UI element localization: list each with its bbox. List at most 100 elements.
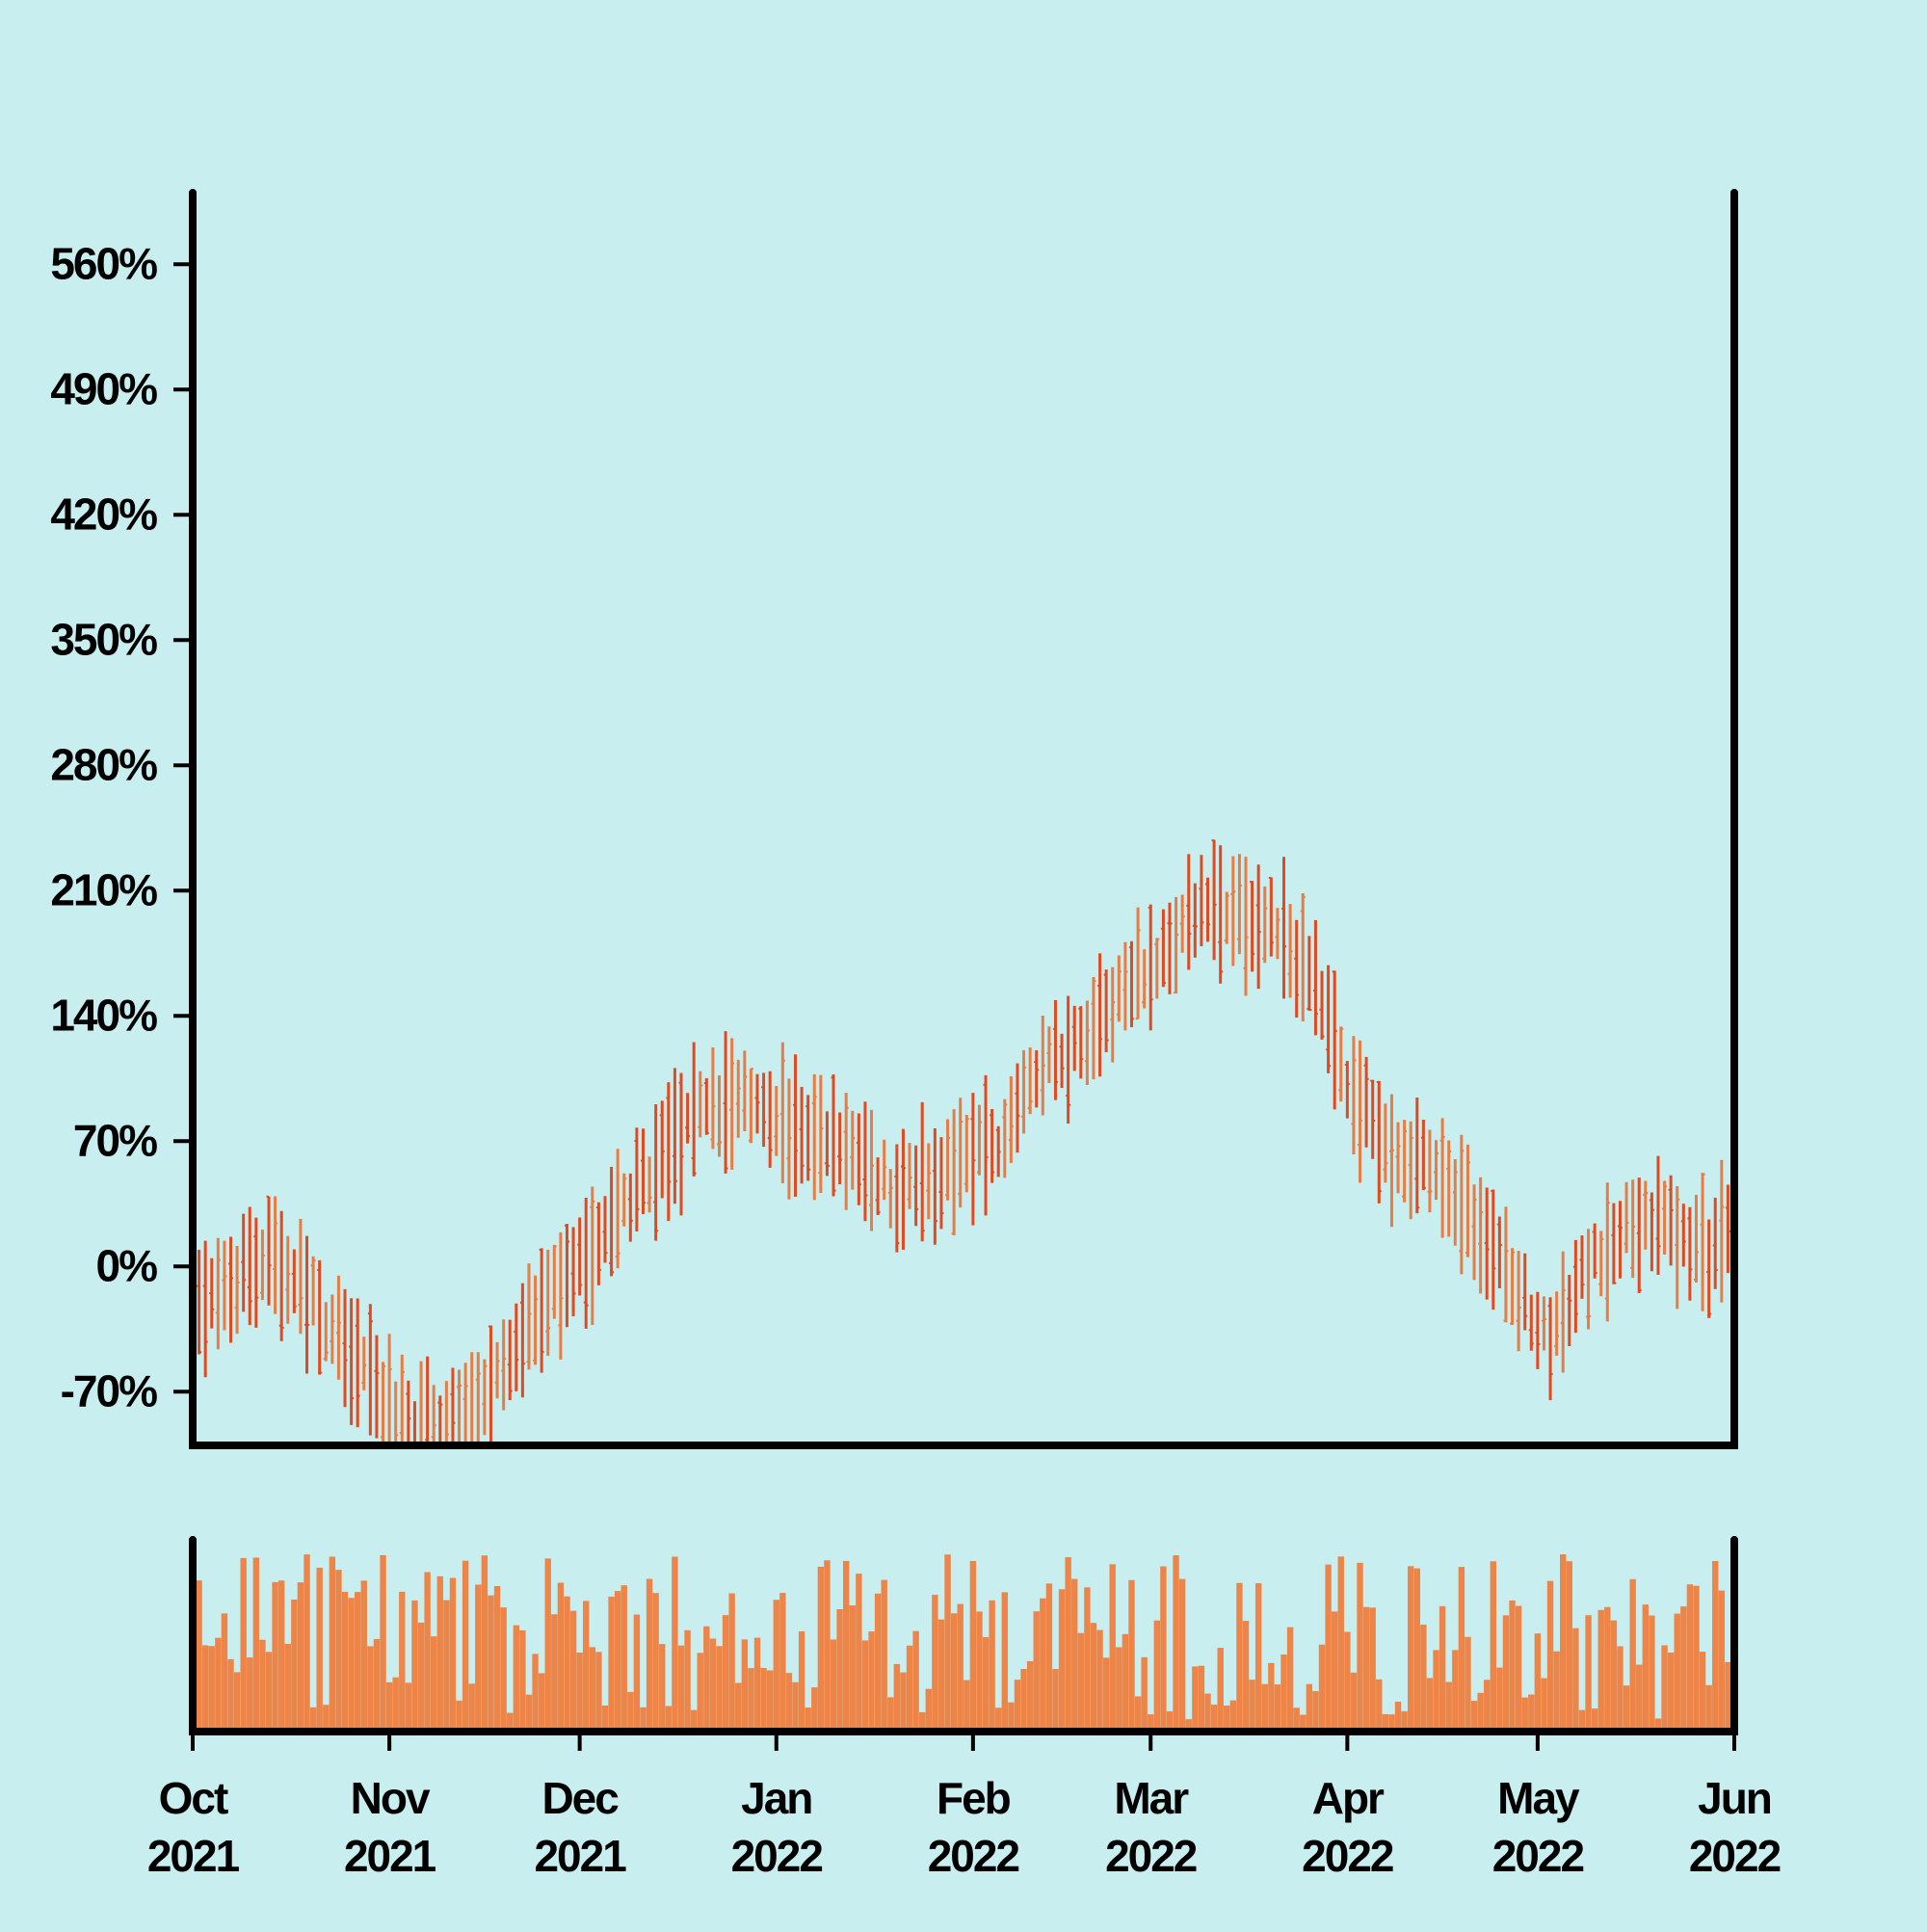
volume-bar <box>532 1654 539 1732</box>
volume-bar <box>805 1707 811 1732</box>
volume-bar <box>912 1630 919 1732</box>
volume-bar <box>601 1705 609 1732</box>
volume-bar <box>1306 1683 1313 1732</box>
volume-bar <box>1654 1718 1662 1732</box>
x-tick-label-year: 2022 <box>1302 1831 1393 1881</box>
volume-bar <box>449 1577 457 1732</box>
volume-bar <box>1496 1667 1503 1732</box>
volume-bar <box>513 1625 520 1732</box>
volume-bar <box>360 1580 367 1732</box>
volume-bar <box>1204 1693 1211 1732</box>
volume-bar <box>309 1707 317 1732</box>
volume-bar <box>1649 1615 1655 1732</box>
volume-bar <box>519 1629 526 1732</box>
volume-bar <box>995 1707 1002 1732</box>
volume-bar <box>1528 1694 1535 1732</box>
volume-bar <box>468 1683 475 1732</box>
volume-bar <box>233 1672 241 1732</box>
volume-bar <box>690 1709 698 1732</box>
volume-bar <box>291 1600 298 1732</box>
volume-bar <box>1420 1625 1427 1732</box>
x-tick-label-month: Jan <box>741 1773 811 1823</box>
volume-bar <box>1578 1709 1586 1732</box>
volume-bar <box>697 1653 703 1732</box>
volume-bar <box>475 1584 482 1732</box>
x-tick-label-year: 2022 <box>1492 1831 1584 1881</box>
y-tick-label: 210% <box>50 864 157 914</box>
volume-bar <box>1153 1620 1161 1732</box>
y-tick-label: 560% <box>50 238 157 288</box>
volume-bar <box>957 1603 964 1732</box>
volume-bar <box>709 1638 717 1732</box>
volume-bar <box>728 1593 735 1732</box>
x-tick-label-year: 2021 <box>534 1831 626 1881</box>
volume-bar <box>1077 1632 1085 1732</box>
volume-bar <box>1173 1555 1179 1732</box>
volume-bar <box>1058 1589 1066 1732</box>
volume-bar <box>405 1682 412 1732</box>
volume-bar <box>944 1554 951 1732</box>
x-tick-label-year: 2022 <box>928 1831 1019 1881</box>
volume-bar <box>842 1560 850 1732</box>
volume-bar <box>272 1581 278 1732</box>
volume-panel-frame <box>189 1536 1738 1735</box>
volume-bar <box>417 1622 425 1732</box>
volume-bar <box>633 1614 641 1732</box>
volume-axis-spines <box>189 1536 1738 1735</box>
x-tick-label-year: 2022 <box>1689 1831 1781 1881</box>
volume-bar <box>1465 1636 1471 1732</box>
volume-bar <box>703 1626 710 1732</box>
volume-bar <box>1102 1657 1110 1732</box>
volume-bar <box>1699 1652 1706 1732</box>
volume-bar <box>1210 1705 1218 1732</box>
volume-bar <box>836 1608 843 1732</box>
volume-bar <box>1178 1578 1186 1732</box>
volume-bar <box>1242 1621 1250 1732</box>
volume-bar <box>1096 1629 1103 1732</box>
volume-bar <box>1394 1701 1402 1732</box>
volume-bar <box>830 1639 837 1732</box>
volume-bar <box>201 1645 209 1732</box>
volume-bar <box>614 1591 621 1732</box>
volume-bar <box>735 1682 742 1732</box>
volume-bar <box>1484 1680 1491 1732</box>
volume-bar <box>1148 1714 1154 1732</box>
volume-bar <box>1546 1580 1554 1732</box>
volume-bar <box>481 1555 488 1732</box>
volume-bar <box>608 1597 615 1732</box>
volume-bar <box>798 1630 805 1732</box>
volume-bar <box>456 1700 462 1732</box>
volume-bar <box>1001 1592 1008 1732</box>
volume-bar <box>436 1575 443 1732</box>
volume-bar <box>1033 1611 1040 1732</box>
volume-bar <box>354 1592 361 1732</box>
volume-bar <box>316 1567 323 1732</box>
volume-bar <box>1388 1714 1395 1732</box>
volume-bar <box>937 1619 945 1732</box>
volume-bar <box>1026 1660 1034 1732</box>
volume-bar <box>1090 1623 1097 1732</box>
volume-bar <box>564 1596 570 1732</box>
volume-bar <box>1509 1600 1516 1732</box>
volume-bar <box>443 1600 450 1732</box>
volume-bar <box>1344 1631 1351 1732</box>
volume-bar <box>208 1646 215 1732</box>
volume-bar <box>627 1691 634 1732</box>
volume-bar <box>1521 1697 1528 1732</box>
volume-bar <box>507 1712 514 1732</box>
y-tick-label: 490% <box>50 363 157 413</box>
volume-bar <box>1407 1566 1414 1732</box>
volume-bar <box>1439 1605 1446 1732</box>
ohlc-bars-layer <box>190 839 1730 1442</box>
volume-bar <box>779 1593 786 1732</box>
x-tick-label-month: Dec <box>541 1773 619 1823</box>
volume-bar <box>925 1688 932 1732</box>
volume-bar <box>259 1639 266 1732</box>
volume-bar <box>893 1663 901 1732</box>
volume-bar <box>1693 1585 1700 1732</box>
volume-bar <box>1642 1604 1650 1732</box>
volume-bar <box>969 1560 977 1732</box>
volume-bar <box>792 1681 799 1732</box>
volume-bar <box>227 1658 234 1732</box>
